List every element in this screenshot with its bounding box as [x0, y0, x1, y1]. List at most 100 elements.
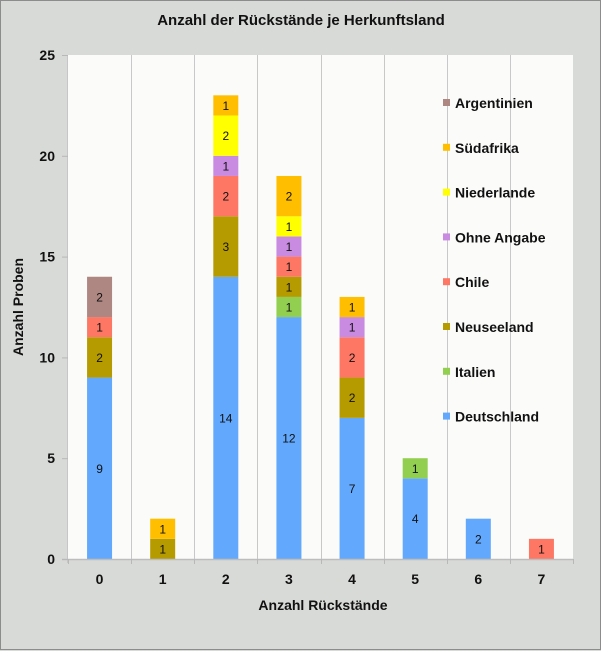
bar-stack-0: 9 2 1 2	[87, 276, 113, 559]
bar-segment-südafrika	[339, 296, 365, 318]
bar-data-label: 1	[349, 321, 356, 335]
legend-item: Ohne Angabe	[443, 229, 546, 245]
x-tick-label: 3	[285, 571, 293, 587]
bar-segment-deutschland	[465, 518, 491, 559]
bar-segment-ohne-angabe	[276, 236, 302, 257]
bar-segment-chile	[339, 337, 365, 378]
bar-stack-2: 14 3 2 1 2 1	[213, 95, 239, 559]
bar-segment-deutschland	[213, 276, 239, 559]
bar-segment-neuseeland	[276, 276, 302, 297]
y-tick-label: 10	[39, 349, 55, 365]
bar-data-label: 1	[286, 220, 293, 234]
chart-title: Anzahl der Rückstände je Herkunftsland	[157, 12, 445, 29]
bar-segment-südafrika	[276, 175, 302, 217]
legend-label: Niederlande	[455, 185, 535, 201]
x-tick-label: 4	[348, 571, 356, 587]
y-tick-label: 15	[39, 249, 55, 265]
bar-segment-niederlande	[213, 115, 239, 156]
bar-segment-deutschland	[339, 417, 365, 559]
bar-segment-italien	[276, 296, 302, 318]
legend-item: Niederlande	[443, 185, 535, 201]
bar-data-label: 9	[96, 462, 103, 476]
bar-data-label: 1	[159, 522, 166, 536]
legend-item: Chile	[443, 274, 489, 290]
bar-data-label: 2	[222, 129, 229, 143]
bar-segment-südafrika	[150, 518, 176, 539]
legend-swatch	[443, 367, 450, 375]
bar-data-label: 12	[282, 432, 296, 446]
bar-data-label: 2	[286, 190, 293, 204]
bar-data-label: 1	[538, 542, 545, 556]
bar-data-label: 2	[96, 290, 103, 304]
bar-data-label: 3	[222, 240, 229, 254]
legend-label: Italien	[455, 364, 495, 380]
bar-data-label: 1	[222, 99, 229, 113]
bar-segment-ohne-angabe	[213, 155, 239, 176]
y-axis-ticks: 0 5 10 15 20 25	[39, 47, 68, 567]
bar-stack-1: 11	[150, 518, 176, 559]
x-tick-label: 7	[538, 571, 546, 587]
y-tick-label: 5	[47, 450, 55, 466]
bar-data-label: 2	[349, 391, 356, 405]
legend-swatch	[443, 278, 450, 286]
legend-label: Deutschland	[455, 409, 539, 425]
bar-segment-chile	[276, 256, 302, 277]
bar-segment-italien	[402, 458, 428, 479]
bar-data-label: 1	[159, 542, 166, 556]
bar-data-label: 1	[412, 462, 419, 476]
bar-data-label: 4	[412, 512, 419, 526]
legend-item: Neuseeland	[443, 319, 534, 335]
bar-data-label: 1	[286, 280, 293, 294]
legend-swatch	[443, 412, 450, 420]
legend-item: Italien	[443, 364, 495, 380]
y-tick-label: 25	[39, 47, 55, 63]
x-tick-label: 6	[474, 571, 482, 587]
x-axis-ticks: 0 1 2 3 4 5 6 7	[68, 559, 574, 587]
bar-data-label: 1	[286, 301, 293, 315]
legend-label: Südafrika	[455, 140, 519, 156]
bar-data-label: 1	[286, 240, 293, 254]
bar-data-label: 14	[219, 411, 233, 425]
y-tick-label: 0	[47, 551, 55, 567]
bar-segment-ohne-angabe	[339, 317, 365, 338]
bar-segment-südafrika	[213, 95, 239, 116]
bar-data-label: 1	[96, 321, 103, 335]
bar-data-label: 2	[222, 190, 229, 204]
legend-label: Argentinien	[455, 95, 533, 111]
bar-data-label: 1	[349, 301, 356, 315]
legend-swatch	[443, 233, 450, 241]
legend-item: Deutschland	[443, 409, 539, 425]
legend-label: Chile	[455, 274, 489, 290]
y-tick-label: 20	[39, 148, 55, 164]
axes	[62, 55, 573, 563]
bar-segment-chile	[87, 317, 113, 338]
bar-segment-argentinien	[87, 276, 113, 318]
grid-lines	[131, 55, 511, 559]
bar-data-label: 1	[286, 260, 293, 274]
x-tick-label: 2	[222, 571, 230, 587]
bar-segment-neuseeland	[150, 538, 176, 559]
bar-stack-7: 1	[528, 538, 554, 559]
bar-data-label: 7	[349, 482, 356, 496]
legend-swatch	[443, 143, 450, 151]
bar-segment-neuseeland	[213, 216, 239, 277]
bar-segment-chile	[528, 538, 554, 559]
legend-swatch	[443, 323, 450, 330]
bar-segment-neuseeland	[339, 377, 365, 418]
x-axis-label: Anzahl Rückstände	[258, 597, 387, 613]
bar-segment-chile	[213, 175, 239, 217]
bar-segment-deutschland	[87, 377, 113, 559]
legend-swatch	[443, 99, 450, 106]
x-tick-label: 5	[411, 571, 419, 587]
plot-area	[68, 55, 573, 559]
legend-label: Neuseeland	[455, 319, 534, 335]
legend-swatch	[443, 188, 450, 196]
bar-segment-deutschland	[276, 317, 302, 559]
legend-item: Südafrika	[443, 140, 519, 156]
bar-stack-4: 7 2 2 1 1	[339, 296, 365, 559]
bar-segment-niederlande	[276, 216, 302, 237]
legend: Argentinien Südafrika Niederlande Ohne Anga…	[443, 95, 546, 425]
